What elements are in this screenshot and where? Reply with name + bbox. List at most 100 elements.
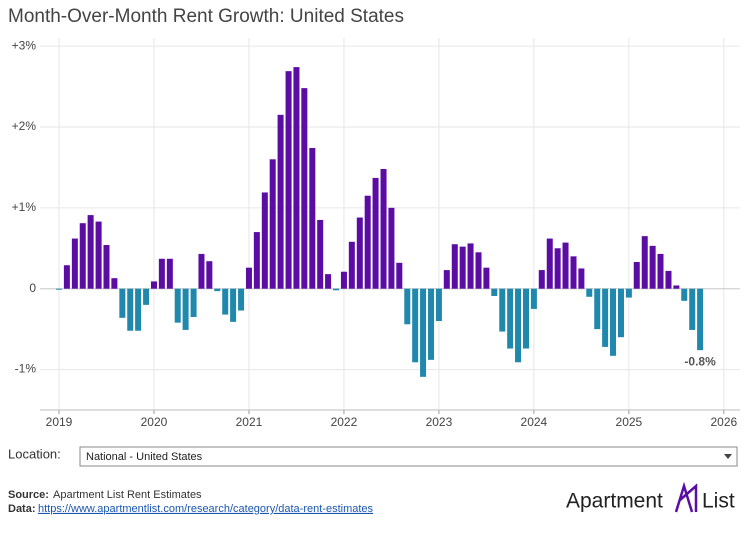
bar [222,288,229,315]
bar [491,288,498,296]
bar [119,288,126,318]
bar [523,288,530,349]
bar [277,114,284,289]
bar [507,288,514,349]
bar [641,236,648,289]
bar [150,281,157,289]
bar [55,288,62,290]
location-dropdown[interactable] [79,446,738,467]
bar [206,261,213,289]
x-tick-label: 2023 [426,415,453,429]
bar [135,288,142,331]
bar [483,267,490,289]
bar [475,252,482,289]
bar [380,169,387,289]
bar [610,288,617,356]
x-tick-label: 2024 [521,415,548,429]
x-tick-label: 2021 [236,415,263,429]
bar [174,288,181,323]
y-tick-label: +1% [12,200,37,214]
bar [578,268,585,289]
bar [428,288,435,360]
bar [388,207,395,289]
bar [372,177,379,289]
bar [238,288,245,311]
x-tick-label: 2026 [711,415,738,429]
bar [325,274,332,289]
logo-text: List [702,490,735,513]
x-tick-label: 2019 [46,415,73,429]
bar [443,270,450,289]
bar [594,288,601,330]
bar [602,288,609,347]
data-link[interactable]: https://www.apartmentlist.com/research/c… [38,503,374,515]
y-tick-label: +3% [12,38,37,52]
bar [198,253,205,289]
bar [356,217,363,289]
bar [467,243,474,289]
bar [530,288,537,309]
bar [412,288,419,363]
bar [253,232,260,289]
bar [317,219,324,289]
bar [214,288,221,292]
bar [182,288,189,330]
bar [665,270,672,289]
bar [554,248,561,289]
bar [111,278,118,289]
bar [649,245,656,289]
bar [269,159,276,289]
bar [190,288,197,317]
source-label: Source: [8,489,49,501]
bar [586,288,593,297]
bar [166,258,173,289]
bar [681,288,688,301]
bar [103,245,110,289]
bar [396,262,403,289]
bar [617,288,624,338]
bar [127,288,134,331]
bar [293,67,300,289]
y-tick-label: +2% [12,119,37,133]
bar [158,258,165,289]
logo-text: Apartment [566,490,663,513]
bar [340,271,347,289]
bar [301,88,308,289]
data-label: -0.8% [684,354,716,368]
bar [63,265,70,289]
bar [562,242,569,289]
bar [625,288,632,298]
location-value[interactable]: National - United States [86,451,203,463]
bar [348,241,355,289]
bar [633,262,640,289]
bar [79,223,86,289]
bar [333,288,340,291]
bar [435,288,442,322]
bar [71,238,78,289]
bar [87,215,94,289]
bar [420,288,427,377]
bar [459,246,466,289]
bar [697,288,704,351]
bar [673,285,680,289]
bar [570,256,577,289]
bar [230,288,237,322]
bar [404,288,411,325]
bar [285,71,292,289]
bar [515,288,522,363]
data-label: Data: [8,503,36,515]
chart-title: Month-Over-Month Rent Growth: United Sta… [8,6,404,27]
bar [546,238,553,289]
logo-icon [674,481,698,513]
bar [309,147,316,289]
bar [143,288,150,305]
source: Apartment List Rent Estimates [53,489,202,501]
bar [261,192,268,289]
y-tick-label: -1% [15,362,37,376]
dropdown-arrow[interactable] [724,454,732,459]
bar [95,221,102,289]
bar [245,267,252,289]
bar [364,195,371,289]
x-tick-label: 2020 [141,415,168,429]
